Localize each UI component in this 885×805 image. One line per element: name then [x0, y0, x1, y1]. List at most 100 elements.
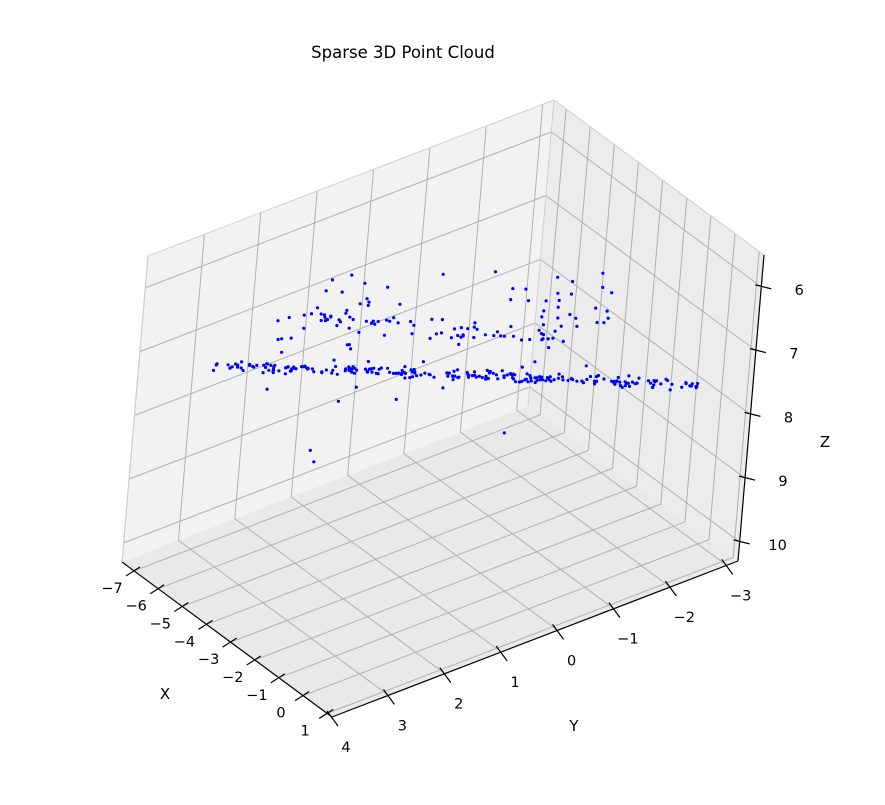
data-point	[331, 368, 335, 372]
data-point	[633, 382, 637, 386]
data-point	[267, 368, 271, 372]
data-point	[347, 365, 351, 369]
data-point	[410, 332, 414, 336]
data-point	[545, 376, 550, 380]
data-point	[538, 378, 542, 382]
data-point	[273, 363, 277, 367]
data-point	[409, 319, 413, 324]
y-tick-label: −2	[674, 610, 695, 626]
y-tick	[382, 688, 395, 705]
data-point	[526, 380, 530, 384]
data-point	[239, 366, 243, 370]
data-point	[369, 321, 374, 325]
data-point	[324, 289, 328, 293]
data-point	[271, 371, 275, 375]
data-point	[618, 384, 623, 388]
data-point	[283, 372, 287, 376]
grid-line-y	[516, 104, 727, 566]
data-points	[211, 270, 700, 464]
floor-pane	[122, 406, 738, 717]
y-tick	[664, 580, 677, 597]
data-point	[472, 370, 477, 374]
data-point	[402, 370, 406, 375]
data-point	[557, 372, 561, 376]
data-point	[289, 336, 293, 340]
data-point	[694, 386, 698, 390]
grid-line-y	[290, 190, 502, 653]
x-tick	[270, 673, 286, 684]
data-point	[441, 386, 445, 390]
data-point	[286, 365, 290, 369]
data-point	[637, 376, 641, 380]
data-point	[477, 374, 481, 378]
y-tick	[495, 645, 508, 662]
data-point	[556, 316, 560, 320]
data-point	[483, 333, 487, 337]
data-point	[350, 370, 354, 374]
data-point	[584, 364, 588, 368]
z-tick	[733, 539, 750, 545]
data-point	[517, 380, 522, 384]
data-point	[323, 315, 327, 319]
data-point	[396, 321, 400, 325]
data-point	[376, 372, 380, 376]
data-point	[623, 384, 627, 388]
data-point	[304, 366, 309, 370]
y-tick	[552, 623, 565, 640]
y-axis-label: Y	[568, 717, 579, 735]
x-tick-label: −6	[126, 599, 147, 615]
data-point	[312, 460, 316, 464]
data-point	[566, 378, 570, 383]
data-point	[601, 285, 605, 289]
data-point	[551, 336, 555, 340]
data-point	[529, 376, 533, 380]
grid-line-x	[327, 251, 760, 714]
data-point	[509, 372, 513, 376]
data-point	[365, 297, 369, 301]
y-tick	[608, 602, 621, 619]
grid-line-x	[230, 180, 664, 643]
data-point	[432, 375, 436, 379]
data-point	[552, 378, 556, 382]
grid-line-y	[234, 212, 446, 675]
data-point	[680, 385, 684, 389]
data-point	[388, 319, 392, 323]
data-point	[358, 302, 362, 306]
data-point	[352, 371, 356, 375]
data-point	[524, 377, 528, 381]
data-point	[541, 337, 545, 341]
y-tick-label: 3	[398, 718, 407, 734]
data-point	[457, 342, 461, 346]
chart-title: Sparse 3D Point Cloud	[311, 43, 495, 62]
z-tick	[744, 411, 761, 417]
data-point	[575, 379, 579, 383]
data-point	[652, 383, 656, 387]
data-point	[627, 384, 632, 388]
data-point	[540, 375, 544, 379]
data-point	[261, 371, 265, 375]
axis-panes	[122, 100, 764, 717]
x-tick-label: −2	[222, 670, 243, 686]
y-tick-label: 1	[511, 675, 520, 691]
grid-line-x	[278, 215, 712, 679]
data-point	[412, 323, 416, 327]
grid-line-y	[347, 169, 558, 631]
data-point	[505, 373, 509, 377]
data-point	[646, 379, 651, 383]
data-point	[493, 270, 498, 274]
data-point	[334, 364, 338, 369]
data-point	[500, 369, 504, 373]
data-point	[651, 385, 655, 390]
z-tick-label: 10	[768, 538, 786, 554]
data-point	[400, 371, 404, 376]
data-point	[366, 303, 370, 308]
data-point	[559, 324, 563, 328]
data-point	[351, 317, 355, 322]
data-point	[447, 371, 451, 375]
grid-line-y	[403, 147, 615, 610]
data-point	[300, 365, 304, 369]
data-point	[215, 362, 219, 366]
grid-lines	[121, 99, 765, 718]
axis-lines	[121, 254, 772, 727]
